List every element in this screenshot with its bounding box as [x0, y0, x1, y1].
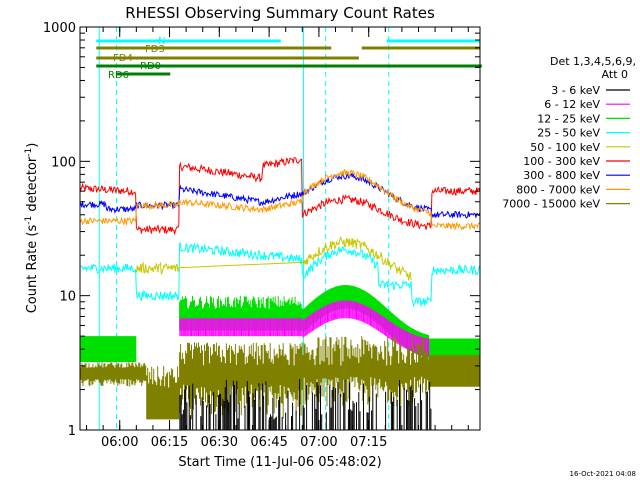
x-tick-label: 06:00: [101, 435, 138, 450]
y-axis-label-sup2: -1: [24, 148, 34, 157]
legend-label: 12 - 25 keV: [537, 112, 600, 125]
flag-label-fd4: FD4: [113, 53, 133, 64]
series-line: [79, 157, 481, 236]
y-axis-label-part2: detector: [25, 156, 40, 216]
x-tick-label: 06:15: [151, 435, 188, 450]
legend-label: 6 - 12 keV: [544, 98, 600, 111]
legend-header-line2: Att 0: [602, 68, 628, 81]
x-tick-label: 07:00: [300, 435, 337, 450]
flag-label-n: N: [158, 36, 165, 47]
flag-label-rd0: RD0: [140, 61, 161, 72]
y-axis-label: Count Rate (s-1 detector-1): [24, 143, 40, 314]
plot-frame: [79, 26, 481, 431]
y-tick-label: 10: [59, 290, 76, 305]
legend-label: 50 - 100 keV: [530, 141, 600, 154]
legend-label: 800 - 7000 keV: [516, 183, 600, 196]
x-axis-label: Start Time (11-Jul-06 05:48:02): [178, 455, 381, 470]
legend-label: 300 - 800 keV: [523, 169, 600, 182]
y-axis-label-part3: ): [25, 143, 40, 148]
y-tick-label: 1000: [43, 21, 76, 36]
legend-label: 7000 - 15000 keV: [502, 198, 600, 211]
series-line: [179, 300, 429, 357]
legend-header-line1: Det 1,3,4,5,6,9,: [550, 55, 636, 68]
legend-label: 100 - 300 keV: [523, 155, 600, 168]
x-tick-label: 06:45: [250, 435, 287, 450]
series-line: [179, 379, 432, 430]
legend-label: 3 - 6 keV: [551, 84, 600, 97]
flag-label-rd6: RD6: [108, 70, 129, 81]
legend-label: 25 - 50 keV: [537, 127, 600, 140]
y-tick-label: 100: [51, 155, 76, 170]
y-tick-label: 1: [68, 424, 76, 439]
series-line: [79, 168, 481, 231]
series-line: [135, 236, 412, 281]
x-tick-label: 07:15: [350, 435, 387, 450]
y-axis-label-part1: Count Rate (s: [25, 225, 40, 314]
chart-title: RHESSI Observing Summary Count Rates: [125, 4, 435, 22]
x-tick-label: 06:30: [201, 435, 238, 450]
series-line: [79, 242, 481, 308]
y-axis-label-sup1: -1: [24, 216, 34, 225]
flag-label-fd3: FD3: [145, 44, 165, 55]
timestamp: 16-Oct-2021 04:08: [570, 470, 636, 478]
